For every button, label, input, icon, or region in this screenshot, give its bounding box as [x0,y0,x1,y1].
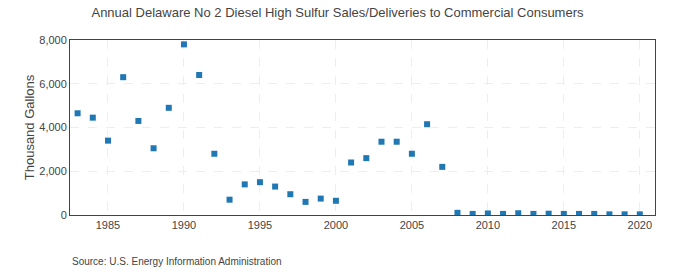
svg-text:Source: U.S. Energy Informatio: Source: U.S. Energy Information Administ… [72,256,282,267]
svg-text:1985: 1985 [96,219,120,231]
svg-text:2010: 2010 [476,219,500,231]
svg-text:2020: 2020 [628,219,652,231]
svg-text:2,000: 2,000 [39,165,67,177]
svg-text:2015: 2015 [552,219,576,231]
svg-text:4,000: 4,000 [39,121,67,133]
svg-text:6,000: 6,000 [39,78,67,90]
svg-text:Annual Delaware No 2 Diesel Hi: Annual Delaware No 2 Diesel High Sulfur … [91,5,584,20]
svg-text:0: 0 [61,209,67,221]
svg-text:1995: 1995 [248,219,272,231]
svg-text:2005: 2005 [400,219,424,231]
svg-text:1990: 1990 [172,219,196,231]
svg-text:Thousand Gallons: Thousand Gallons [22,74,37,180]
svg-text:2000: 2000 [324,219,348,231]
svg-text:8,000: 8,000 [39,34,67,46]
